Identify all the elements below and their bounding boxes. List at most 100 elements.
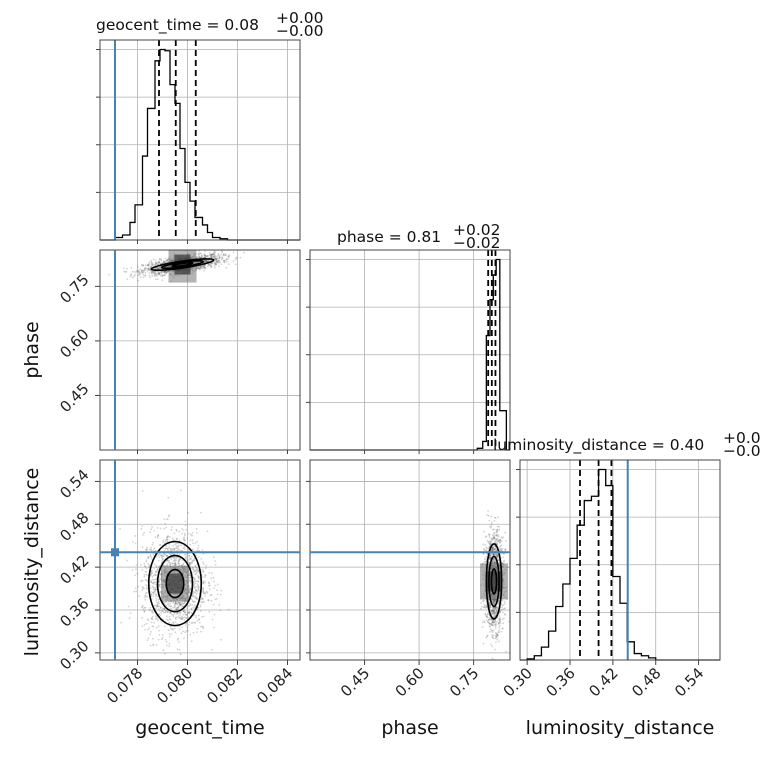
sample-point [489,541,492,543]
sample-point [503,617,505,620]
sample-point [491,624,493,626]
sample-point [494,560,497,562]
sample-point [500,548,503,551]
sample-point [483,558,486,560]
sample-point [147,619,150,622]
sample-point [163,271,166,274]
sample-point [214,258,217,261]
sample-point [187,512,190,514]
sample-point [137,279,140,282]
sample-point [171,537,174,540]
sample-point [197,589,200,592]
sample-point [484,544,487,546]
sample-point [495,554,498,557]
sample-point [492,612,495,614]
sample-point [177,560,180,563]
sample-point [152,574,155,577]
sample-point [495,534,498,537]
sample-point [494,599,496,602]
sample-point [206,260,208,263]
sample-point [216,261,219,264]
sample-point [496,549,498,552]
sample-point [493,606,496,609]
sample-point [197,586,200,589]
sample-point [223,261,226,264]
sample-point [173,553,175,556]
sample-point [180,618,183,621]
sample-point [501,606,503,609]
sample-point [491,562,494,564]
sample-point [489,554,492,557]
sample-point [196,540,199,543]
sample-point [492,528,494,531]
sample-point [490,610,493,613]
sample-point [161,558,164,561]
sample-point [503,561,505,563]
title-geocent-time: geocent_time = 0.08 +0.00 −0.00 [96,9,324,40]
sample-point [497,539,500,542]
sample-point [149,269,152,272]
sample-point [185,557,188,560]
sample-point [197,266,200,269]
sample-point [488,540,491,543]
x-tick-label: 0.078 [103,664,146,707]
sample-point [493,611,496,614]
sample-point [150,548,152,551]
sample-point [211,262,214,264]
title-minus: −0.00 [276,22,324,40]
sample-point [178,602,181,604]
sample-point [177,562,180,565]
sample-point [153,589,156,592]
sample-point [147,267,150,269]
sample-point [199,625,202,628]
sample-point [199,511,202,514]
sample-point [183,534,186,537]
sample-point [179,603,182,606]
sample-point [147,565,150,568]
sample-point [135,270,138,273]
sample-point [151,569,153,572]
sample-point [145,595,147,598]
sample-point [206,591,209,594]
sample-point [124,271,127,273]
sample-point [182,610,185,613]
sample-point [188,554,191,557]
sample-point [161,275,164,278]
sample-point [210,265,213,268]
sample-point [158,613,161,615]
sample-point [157,267,160,269]
sample-point [494,606,497,609]
sample-point [200,598,203,601]
sample-point [189,591,192,594]
sample-point [171,526,173,528]
sample-point [483,606,486,609]
sample-point [175,545,178,548]
sample-point [197,261,200,264]
sample-point [148,548,151,551]
sample-point [161,271,164,273]
sample-point [493,561,495,564]
sample-point [163,270,166,273]
x-tick-label: 0.48 [628,664,664,700]
sample-point [163,527,166,530]
sample-point [172,606,174,609]
sample-point [160,273,163,275]
sample-point [496,554,499,557]
sample-point [156,270,159,273]
hist-panel-luminosity-distance [516,460,720,661]
sample-point [500,536,503,539]
sample-point [501,599,504,602]
sample-point [488,599,491,602]
contour-1 [488,555,500,608]
sample-point [492,601,495,603]
sample-point [201,597,204,600]
sample-point [498,525,500,528]
sample-point [119,527,121,530]
contour-0 [165,568,185,599]
sample-point [165,260,167,262]
sample-point [150,593,153,595]
sample-point [194,582,197,584]
sample-point [193,569,196,571]
sample-point [487,547,490,550]
sample-point [197,580,200,583]
